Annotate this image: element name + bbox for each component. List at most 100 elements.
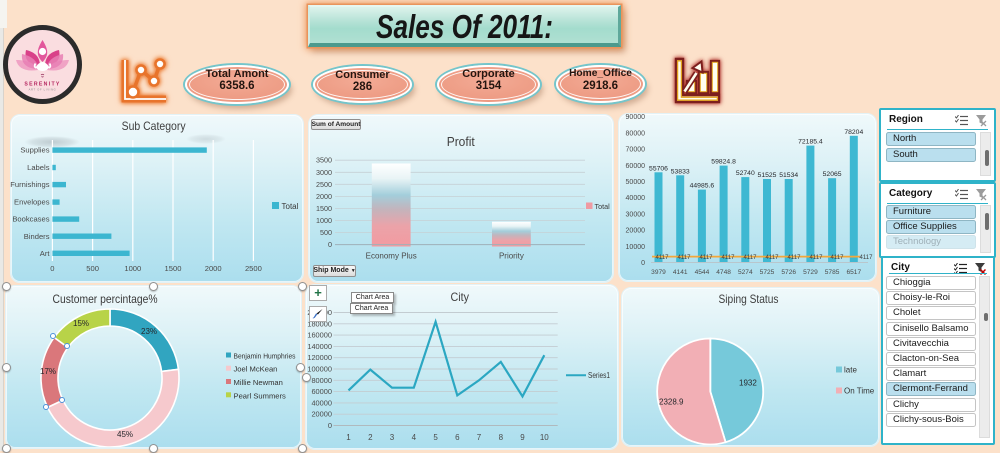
svg-text:late: late	[844, 366, 857, 375]
svg-text:Envelopes: Envelopes	[14, 198, 50, 207]
svg-text:2: 2	[368, 433, 373, 442]
svg-text:5785: 5785	[825, 269, 840, 276]
svg-text:4544: 4544	[695, 269, 710, 276]
svg-text:Economy Plus: Economy Plus	[366, 252, 417, 261]
svg-text:60000: 60000	[311, 387, 332, 396]
svg-text:1: 1	[346, 433, 351, 442]
svg-text:4117: 4117	[831, 255, 845, 261]
svg-text:59824.8: 59824.8	[711, 159, 736, 166]
svg-text:4117: 4117	[788, 255, 802, 261]
svg-text:4117: 4117	[722, 255, 736, 261]
svg-text:ART OF LIVING: ART OF LIVING	[29, 88, 57, 92]
svg-text:Priority: Priority	[499, 252, 524, 261]
svg-text:17%: 17%	[40, 367, 56, 376]
svg-text:3: 3	[390, 433, 395, 442]
svg-text:4748: 4748	[716, 269, 731, 276]
svg-text:Customer percintage%: Customer percintage%	[53, 292, 158, 306]
svg-text:1000: 1000	[124, 264, 141, 273]
svg-text:44985.6: 44985.6	[690, 183, 715, 190]
svg-text:15%: 15%	[73, 319, 89, 328]
svg-text:Total: Total	[282, 202, 299, 211]
svg-text:SERENITY: SERENITY	[24, 82, 60, 88]
svg-text:6517: 6517	[846, 269, 861, 276]
svg-text:100000: 100000	[307, 365, 332, 374]
svg-text:Supplies: Supplies	[20, 146, 49, 155]
svg-text:Series1: Series1	[588, 371, 610, 380]
svg-text:4117: 4117	[700, 255, 714, 261]
svg-text:120000: 120000	[307, 353, 332, 362]
svg-text:160000: 160000	[307, 331, 332, 340]
svg-text:7: 7	[477, 433, 482, 442]
svg-text:180000: 180000	[307, 319, 332, 328]
svg-text:500: 500	[320, 228, 332, 237]
svg-text:40000: 40000	[311, 398, 332, 407]
svg-text:4141: 4141	[673, 269, 688, 276]
svg-text:2000: 2000	[316, 192, 332, 201]
svg-text:4: 4	[412, 433, 417, 442]
svg-text:Pearl Summers: Pearl Summers	[234, 391, 287, 400]
svg-text:140000: 140000	[307, 342, 332, 351]
svg-text:53833: 53833	[671, 168, 690, 175]
svg-text:60000: 60000	[626, 163, 646, 170]
svg-text:4117: 4117	[656, 255, 670, 261]
svg-text:51534: 51534	[779, 172, 798, 179]
svg-text:1500: 1500	[165, 264, 182, 273]
svg-text:2500: 2500	[245, 264, 262, 273]
svg-text:4117: 4117	[766, 255, 780, 261]
svg-text:4117: 4117	[678, 255, 692, 261]
svg-text:10000: 10000	[626, 244, 646, 251]
svg-text:0: 0	[328, 421, 332, 430]
svg-text:Binders: Binders	[24, 232, 50, 241]
svg-text:0: 0	[50, 264, 54, 273]
svg-text:2500: 2500	[316, 180, 332, 189]
svg-text:2000: 2000	[205, 264, 222, 273]
svg-text:9: 9	[520, 433, 525, 442]
svg-text:City: City	[450, 290, 469, 304]
svg-text:70000: 70000	[626, 147, 646, 154]
svg-text:55706: 55706	[649, 165, 668, 172]
svg-text:Furnishings: Furnishings	[10, 180, 49, 189]
svg-text:Siping Status: Siping Status	[719, 292, 779, 306]
svg-text:Millie Newman: Millie Newman	[234, 378, 283, 387]
svg-text:5726: 5726	[781, 269, 796, 276]
svg-text:30000: 30000	[626, 211, 646, 218]
svg-text:80000: 80000	[311, 376, 332, 385]
svg-text:500: 500	[86, 264, 99, 273]
svg-text:1932: 1932	[739, 379, 757, 388]
svg-text:2328.9: 2328.9	[659, 398, 684, 407]
svg-text:Benjamin Humphries: Benjamin Humphries	[234, 352, 296, 361]
svg-text:Bookcases: Bookcases	[12, 215, 49, 224]
svg-text:5725: 5725	[760, 269, 775, 276]
svg-text:40000: 40000	[626, 195, 646, 202]
svg-text:52740: 52740	[736, 170, 755, 177]
svg-text:5: 5	[433, 433, 438, 442]
svg-text:8: 8	[499, 433, 504, 442]
svg-text:10: 10	[540, 433, 549, 442]
svg-text:1500: 1500	[316, 204, 332, 213]
svg-text:51525: 51525	[758, 172, 777, 179]
svg-text:5274: 5274	[738, 269, 753, 276]
svg-text:Joel McKean: Joel McKean	[234, 365, 278, 374]
svg-text:4117: 4117	[744, 255, 758, 261]
svg-text:80000: 80000	[626, 130, 646, 137]
svg-text:90000: 90000	[626, 114, 646, 121]
svg-text:50000: 50000	[626, 179, 646, 186]
svg-text:52065: 52065	[823, 171, 842, 178]
svg-text:72185.4: 72185.4	[798, 139, 823, 146]
svg-text:Total: Total	[595, 202, 611, 211]
svg-text:23%: 23%	[141, 327, 157, 336]
svg-text:0: 0	[641, 260, 645, 267]
svg-text:1000: 1000	[316, 216, 332, 225]
svg-text:45%: 45%	[117, 430, 133, 439]
svg-text:20000: 20000	[626, 228, 646, 235]
svg-text:3500: 3500	[316, 156, 332, 165]
svg-text:Art: Art	[40, 249, 51, 258]
svg-text:On Time: On Time	[844, 387, 875, 396]
svg-text:5729: 5729	[803, 269, 818, 276]
svg-text:78204: 78204	[844, 129, 863, 136]
svg-text:20000: 20000	[311, 410, 332, 419]
svg-text:0: 0	[328, 240, 332, 249]
svg-text:6: 6	[455, 433, 460, 442]
svg-text:4117: 4117	[810, 255, 824, 261]
svg-text:Sales Of 2011:: Sales Of 2011:	[376, 8, 553, 45]
